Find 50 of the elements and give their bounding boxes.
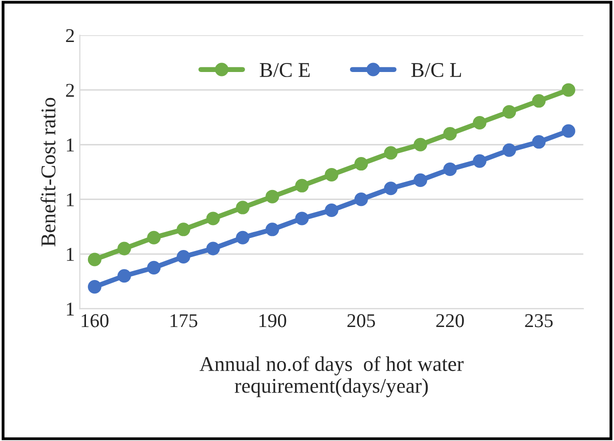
legend-label: B/C E xyxy=(260,63,310,78)
point xyxy=(324,204,338,218)
point xyxy=(324,168,338,182)
point xyxy=(88,280,102,294)
point xyxy=(502,143,516,157)
point xyxy=(562,83,576,97)
legend-label: B/C L xyxy=(411,63,461,78)
point xyxy=(117,269,132,283)
point xyxy=(443,162,457,176)
point xyxy=(236,200,250,214)
point xyxy=(384,182,398,196)
y-tick-label: 1 xyxy=(66,193,74,206)
y-tick-label: 1 xyxy=(66,302,74,316)
point xyxy=(472,116,486,130)
point xyxy=(532,135,546,149)
point xyxy=(354,157,368,171)
point xyxy=(236,230,250,244)
point xyxy=(266,222,280,236)
point xyxy=(117,242,132,256)
x-tick-label: 190 xyxy=(259,314,286,328)
point xyxy=(147,260,161,274)
point xyxy=(562,124,576,138)
y-tick-label: 2 xyxy=(66,84,74,97)
y-tick-label: 1 xyxy=(66,138,74,152)
point xyxy=(206,242,220,256)
point xyxy=(266,190,280,204)
point xyxy=(502,105,516,119)
y-tick-label: 2 xyxy=(66,29,74,42)
point xyxy=(532,94,546,108)
point xyxy=(295,178,309,192)
point xyxy=(414,138,428,152)
point xyxy=(472,154,486,168)
y-tick-label: 1 xyxy=(66,248,74,261)
point xyxy=(176,222,190,236)
point xyxy=(354,192,368,206)
point xyxy=(147,230,161,244)
point xyxy=(414,173,428,187)
x-tick-label: 175 xyxy=(170,314,198,328)
point xyxy=(443,126,457,140)
point xyxy=(295,212,309,226)
point xyxy=(88,252,102,266)
y-axis-title: Benefit-Cost ratio xyxy=(40,98,56,246)
x-tick-label: 235 xyxy=(525,314,553,328)
x-tick-label: 205 xyxy=(347,314,375,328)
x-axis-title: Annual no.of days of hot water requirement(days/year) xyxy=(200,356,464,398)
point xyxy=(206,212,220,226)
x-tick-label: 220 xyxy=(436,314,464,328)
point xyxy=(384,146,398,160)
point xyxy=(176,250,190,264)
x-tick-label: 160 xyxy=(82,314,108,328)
